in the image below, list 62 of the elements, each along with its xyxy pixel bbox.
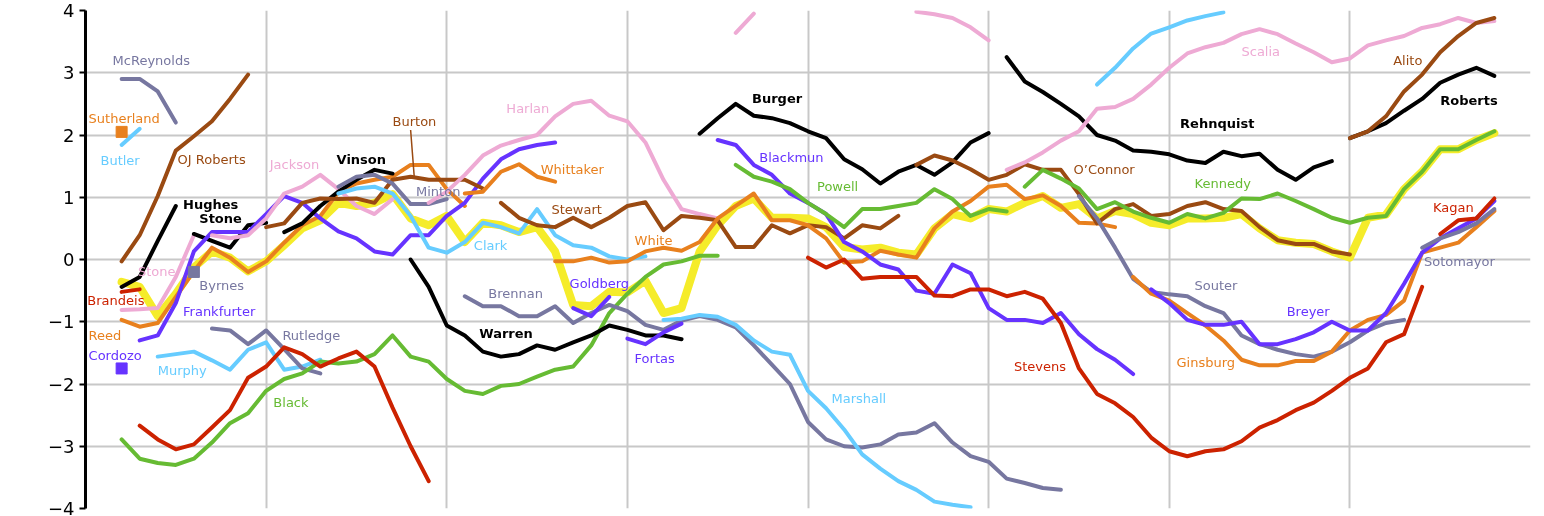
series-label: Rehnquist [1180, 115, 1255, 131]
series-label: Marshall [831, 390, 887, 406]
series-label: Brennan [488, 286, 543, 302]
series-label: Frankfurter [183, 303, 256, 319]
series-label: Sutherland [88, 110, 160, 126]
series-label: Sotomayor [1423, 254, 1496, 270]
series-label: McReynolds [112, 52, 191, 68]
series-label: Goldberg [569, 275, 630, 291]
y-tick-label: −4 [47, 498, 75, 516]
series-label: White [634, 232, 673, 248]
y-tick-label: 0 [63, 249, 75, 270]
series-label: Warren [479, 326, 533, 342]
series-label: Black [273, 395, 309, 411]
line-series [553, 182, 1118, 265]
series-label: OJ Roberts [177, 151, 246, 167]
y-tick-label: −1 [47, 311, 75, 333]
line-series [1004, 15, 1497, 172]
point [115, 362, 128, 375]
series-label: Murphy [157, 362, 208, 378]
series-label: Cordozo [88, 348, 142, 364]
series-label: Burger [752, 91, 803, 107]
series-label: Clark [473, 237, 508, 253]
line-series [1095, 10, 1226, 87]
y-tick-label: 2 [63, 124, 75, 146]
series-label: Rutledge [282, 327, 341, 343]
series-label: Jackson [268, 156, 320, 172]
series-label: Kennedy [1194, 176, 1252, 192]
line-series [1022, 129, 1497, 225]
y-tick-label: −3 [47, 435, 75, 457]
series-label: Ginsburg [1176, 355, 1236, 371]
series-label: Roberts [1440, 92, 1498, 108]
series-label: Stewart [551, 201, 602, 217]
series-label: Byrnes [199, 277, 245, 293]
series-label: Harlan [506, 101, 550, 117]
series-label: Souter [1194, 278, 1239, 294]
series-label: Brandeis [87, 293, 145, 309]
series-label: Butler [100, 153, 141, 169]
point [187, 265, 200, 278]
point [115, 125, 128, 138]
series-label: Fortas [634, 350, 675, 366]
text: Burton [392, 113, 437, 129]
line-series [1347, 15, 1497, 141]
y-tick-label: 4 [63, 0, 75, 21]
series-label: Alito [1393, 52, 1423, 68]
series-label: Stevens [1013, 359, 1067, 375]
line-series [806, 255, 1425, 459]
series-label: Kagan [1432, 199, 1474, 215]
series-label: Reed [88, 327, 122, 343]
y-tick-label: −2 [47, 373, 75, 395]
line-series [119, 203, 178, 289]
series-label: Scalia [1241, 44, 1281, 60]
line-series [625, 321, 684, 347]
series-label: Vinson [336, 151, 387, 167]
series-label: Whittaker [540, 161, 605, 177]
series-label: Blackmun [759, 149, 824, 165]
y-tick-label: 3 [63, 62, 75, 84]
series-label: Breyer [1286, 303, 1331, 319]
series-label: O’Connor [1073, 162, 1136, 178]
series-label: Hughes [183, 196, 239, 212]
y-tick-label: 1 [63, 186, 75, 208]
series-label: Powell [817, 179, 859, 195]
line-series [733, 162, 1009, 230]
